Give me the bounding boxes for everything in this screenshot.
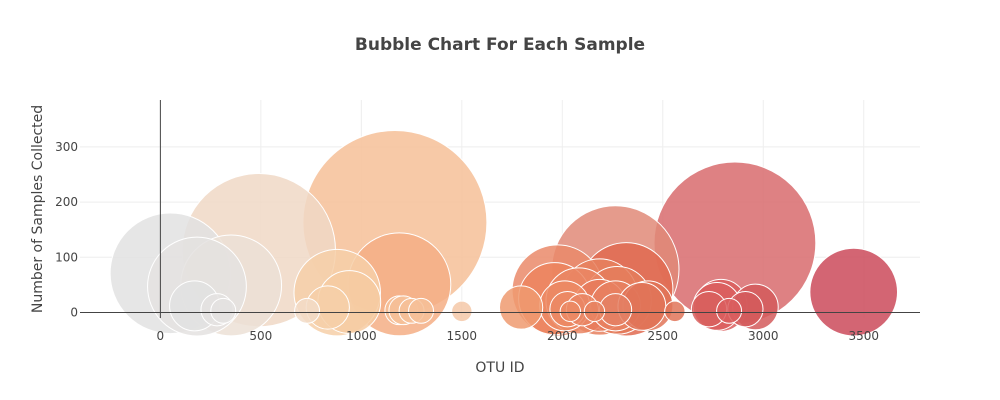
y-tick-label: 0 <box>70 305 78 319</box>
y-axis-label: Number of Samples Collected <box>30 105 46 313</box>
bubble-marker[interactable] <box>294 297 321 324</box>
x-tick-label: 3000 <box>748 329 779 343</box>
bubble-series <box>109 130 899 337</box>
x-tick-label: 2500 <box>648 329 679 343</box>
x-tick-label: 500 <box>249 329 272 343</box>
y-tick-label: 100 <box>55 250 78 264</box>
bubble-marker[interactable] <box>664 300 686 323</box>
bubble-marker[interactable] <box>583 300 606 323</box>
bubble-marker[interactable] <box>559 300 582 323</box>
bubble-marker[interactable] <box>210 297 237 324</box>
x-axis-label: OTU ID <box>475 360 524 376</box>
x-tick-label: 1500 <box>447 329 478 343</box>
x-tick-label: 3500 <box>848 329 879 343</box>
bubble-marker[interactable] <box>498 285 544 330</box>
axes <box>80 100 920 318</box>
bubble-marker[interactable] <box>451 300 473 323</box>
x-tick-label: 1000 <box>346 329 377 343</box>
bubble-marker[interactable] <box>716 297 743 324</box>
y-tick-label: 200 <box>55 195 78 209</box>
x-tick-label: 0 <box>157 329 165 343</box>
x-tick-label: 2000 <box>547 329 578 343</box>
bubble-marker[interactable] <box>408 297 435 324</box>
bubble-marker[interactable] <box>809 247 899 337</box>
tick-labels: 0 500 1000 1500 2000 2500 3000 3500 0 100 200 300 <box>55 140 879 343</box>
y-tick-label: 300 <box>55 140 78 154</box>
chart-title: Bubble Chart For Each Sample <box>355 35 645 55</box>
